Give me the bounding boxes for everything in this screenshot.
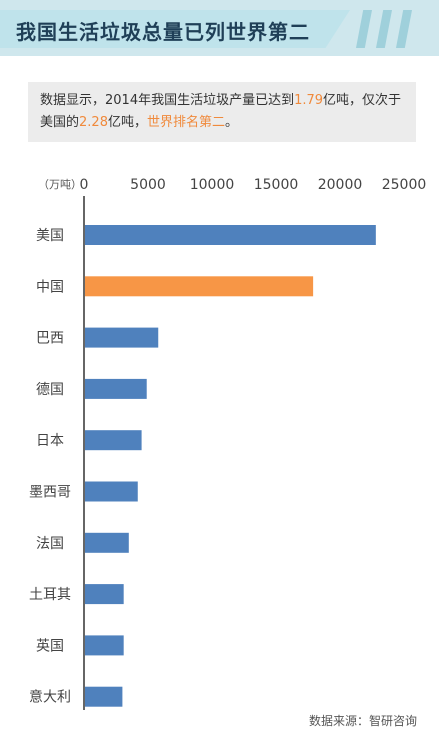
x-tick-label: 0	[80, 177, 89, 193]
x-tick-label: 5000	[130, 177, 166, 193]
page-title: 我国生活垃圾总量已列世界第二	[16, 20, 310, 44]
category-label: 巴西	[36, 331, 64, 347]
note-value-china: 1.79	[294, 93, 324, 108]
category-label: 英国	[36, 637, 64, 654]
note-part-5: 。	[225, 115, 239, 130]
x-tick-label: 10000	[190, 177, 235, 193]
category-label: 日本	[36, 433, 64, 449]
category-label: 墨西哥	[29, 485, 71, 501]
bar-6	[85, 481, 138, 502]
source-note: 数据来源：智研咨询	[308, 714, 417, 728]
x-tick-label: 25000	[382, 177, 427, 193]
bar-9	[85, 635, 124, 656]
bar-10	[85, 686, 123, 707]
summary-text: 数据显示，2014年我国生活垃圾产量已达到1.79亿吨，仅次于美国的2.28亿吨…	[40, 90, 410, 134]
category-label: 意大利	[29, 689, 71, 706]
note-value-usa: 2.28	[79, 115, 108, 130]
title-banner	[0, 10, 350, 48]
bar-5	[85, 430, 142, 451]
bar-1	[85, 225, 376, 245]
bar-8	[85, 584, 124, 605]
note-part-3: 亿吨，	[107, 115, 147, 130]
category-label: 法国	[36, 536, 64, 552]
unit-label: （万吨）	[38, 178, 82, 191]
note-rank: 世界排名第二	[146, 115, 225, 130]
bar-7	[85, 532, 129, 553]
category-label: 德国	[36, 382, 64, 398]
category-label: 美国	[36, 228, 64, 244]
category-label: 中国	[36, 279, 64, 295]
summary-note: 数据显示，2014年我国生活垃圾产量已达到1.79亿吨，仅次于美国的2.28亿吨…	[28, 82, 416, 142]
bar-3	[85, 327, 159, 348]
bar-2	[85, 276, 314, 297]
note-part-2: 亿吨，仅次于美国的	[40, 93, 402, 130]
bar-4	[85, 378, 147, 399]
x-tick-label: 15000	[254, 177, 299, 193]
note-part-1: 数据显示，2014年我国生活垃圾产量已达到	[40, 93, 295, 108]
bar-chart: （万吨）0 5000 10000 15000 20000 25000 美国中国巴西德国日本墨…	[29, 177, 427, 710]
category-label: 土耳其	[29, 587, 71, 603]
x-tick-label: 20000	[318, 177, 363, 193]
